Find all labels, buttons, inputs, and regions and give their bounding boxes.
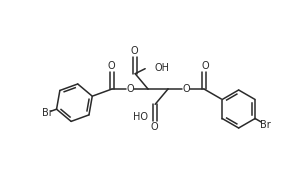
Text: Br: Br [42, 108, 53, 118]
Text: O: O [107, 61, 115, 71]
Text: O: O [150, 122, 158, 132]
Text: O: O [126, 84, 134, 94]
Text: HO: HO [133, 112, 148, 122]
Text: OH: OH [154, 63, 169, 73]
Text: Br: Br [260, 119, 271, 129]
Text: O: O [201, 61, 209, 71]
Text: O: O [130, 46, 138, 56]
Text: O: O [182, 84, 190, 94]
